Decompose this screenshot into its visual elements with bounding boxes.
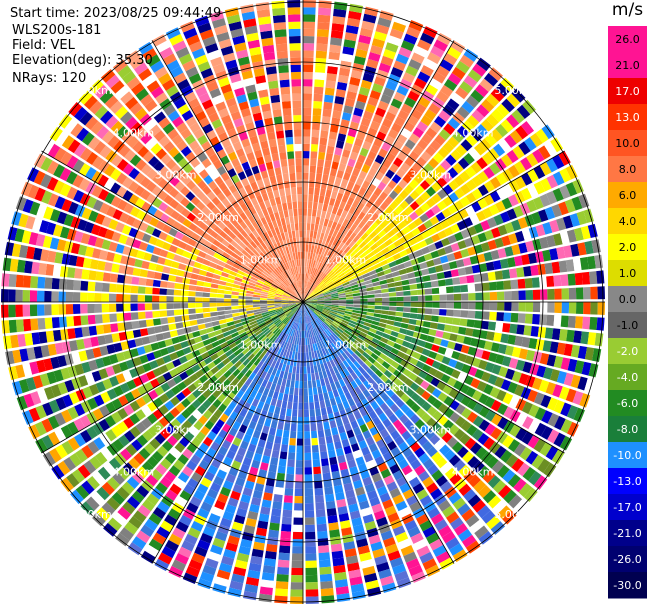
range-ring-label: 5.00km bbox=[70, 508, 112, 521]
field-text: Field: VEL bbox=[12, 38, 75, 53]
colorbar-segment bbox=[608, 416, 647, 443]
colorbar-tick-label: 0.0 bbox=[619, 293, 637, 306]
range-ring-label: 4.00km bbox=[452, 126, 494, 139]
colorbar: 26.0 21.0 17.0 13.0 10.0 8.0 6.0 4.0 2.0 1.0 0.0 -1… bbox=[608, 26, 647, 599]
colorbar-segment bbox=[608, 338, 647, 365]
azimuth-spoke bbox=[302, 301, 565, 454]
nrays-text: NRays: 120 bbox=[12, 71, 87, 86]
colorbar-segment bbox=[608, 156, 647, 183]
colorbar-tick-label: 2.0 bbox=[619, 241, 637, 254]
colorbar-tick-label: -8.0 bbox=[617, 423, 638, 436]
range-ring-label: 3.00km bbox=[155, 169, 197, 182]
azimuth-spoke bbox=[302, 301, 455, 564]
colorbar-segment bbox=[608, 468, 647, 495]
colorbar-tick-label: 1.0 bbox=[619, 267, 637, 280]
azimuth-spoke bbox=[151, 301, 304, 564]
radar-rays bbox=[1, 0, 605, 604]
elevation-text: Elevation(deg): 35.30 bbox=[12, 53, 153, 68]
range-ring-label: 5.00km bbox=[494, 508, 536, 521]
azimuth-spoke bbox=[41, 301, 304, 454]
colorbar-segment bbox=[608, 494, 647, 521]
azimuth-spoke bbox=[302, 150, 565, 303]
range-ring-label: 2.00km bbox=[367, 381, 409, 394]
range-ring-labels: 1.00km 1.00km 1.00km 1.00km 2.00km 2.00km 2.00… bbox=[70, 84, 536, 521]
colorbar-tick-label: -4.0 bbox=[617, 371, 638, 384]
colorbar-tick-label: -13.0 bbox=[613, 475, 641, 488]
colorbar-tick-label: 13.0 bbox=[615, 111, 640, 124]
colorbar-unit: m/s bbox=[611, 0, 644, 20]
range-ring-label: 2.00km bbox=[197, 381, 239, 394]
colorbar-tick-label: -21.0 bbox=[613, 527, 641, 540]
instrument-text: WLS200s-181 bbox=[12, 23, 102, 38]
colorbar-tick-label: 26.0 bbox=[615, 33, 640, 46]
colorbar-segment bbox=[608, 104, 647, 131]
colorbar-tick-label: 8.0 bbox=[619, 163, 637, 176]
colorbar-tick-label: -2.0 bbox=[617, 345, 638, 358]
colorbar-segment bbox=[608, 390, 647, 417]
colorbar-tick-label: 6.0 bbox=[619, 189, 637, 202]
azimuth-spoke bbox=[151, 40, 304, 303]
colorbar-segment bbox=[608, 78, 647, 105]
colorbar-tick-label: -17.0 bbox=[613, 501, 641, 514]
range-ring-label: 3.00km bbox=[409, 423, 451, 436]
range-ring-label: 1.00km bbox=[240, 338, 282, 351]
colorbar-tick-label: -1.0 bbox=[617, 319, 638, 332]
colorbar-segment bbox=[608, 364, 647, 391]
colorbar-segment bbox=[608, 182, 647, 209]
azimuth-spokes bbox=[1, 0, 605, 604]
colorbar-tick-label: 10.0 bbox=[615, 137, 640, 150]
range-ring-label: 1.00km bbox=[325, 254, 367, 267]
range-ring-label: 4.00km bbox=[113, 466, 155, 479]
range-ring-label: 2.00km bbox=[197, 211, 239, 224]
range-ring-label: 4.00km bbox=[452, 466, 494, 479]
colorbar-tick-label: 17.0 bbox=[615, 85, 640, 98]
colorbar-tick-label: 21.0 bbox=[615, 59, 640, 72]
colorbar-segment bbox=[608, 312, 647, 339]
colorbar-segment bbox=[608, 546, 647, 573]
colorbar-segment bbox=[608, 52, 647, 79]
colorbar-segment bbox=[608, 234, 647, 261]
range-ring-label: 3.00km bbox=[409, 169, 451, 182]
range-ring-label: 1.00km bbox=[240, 254, 282, 267]
range-ring-label: 4.00km bbox=[113, 126, 155, 139]
range-ring-label: 2.00km bbox=[367, 211, 409, 224]
range-ring-label: 3.00km bbox=[155, 423, 197, 436]
colorbar-segment bbox=[608, 26, 647, 53]
azimuth-spoke bbox=[41, 150, 304, 303]
colorbar-segment bbox=[608, 208, 647, 235]
colorbar-segment bbox=[608, 260, 647, 287]
colorbar-segment bbox=[608, 520, 647, 547]
range-ring-label: 5.00km bbox=[70, 84, 112, 97]
colorbar-tick-label: -30.0 bbox=[613, 579, 641, 592]
colorbar-segment bbox=[608, 130, 647, 157]
azimuth-spoke bbox=[302, 40, 455, 303]
colorbar-segment bbox=[608, 442, 647, 469]
range-ring-label: 1.00km bbox=[325, 338, 367, 351]
colorbar-tick-label: -6.0 bbox=[617, 397, 638, 410]
colorbar-tick-label: 4.0 bbox=[619, 215, 637, 228]
start-time-text: Start time: 2023/08/25 09:44:49 bbox=[10, 6, 222, 21]
colorbar-tick-label: -10.0 bbox=[613, 449, 641, 462]
colorbar-segment bbox=[608, 572, 647, 599]
range-ring-label: 5.00km bbox=[494, 84, 536, 97]
colorbar-segment bbox=[608, 286, 647, 313]
colorbar-tick-label: -26.0 bbox=[613, 553, 641, 566]
